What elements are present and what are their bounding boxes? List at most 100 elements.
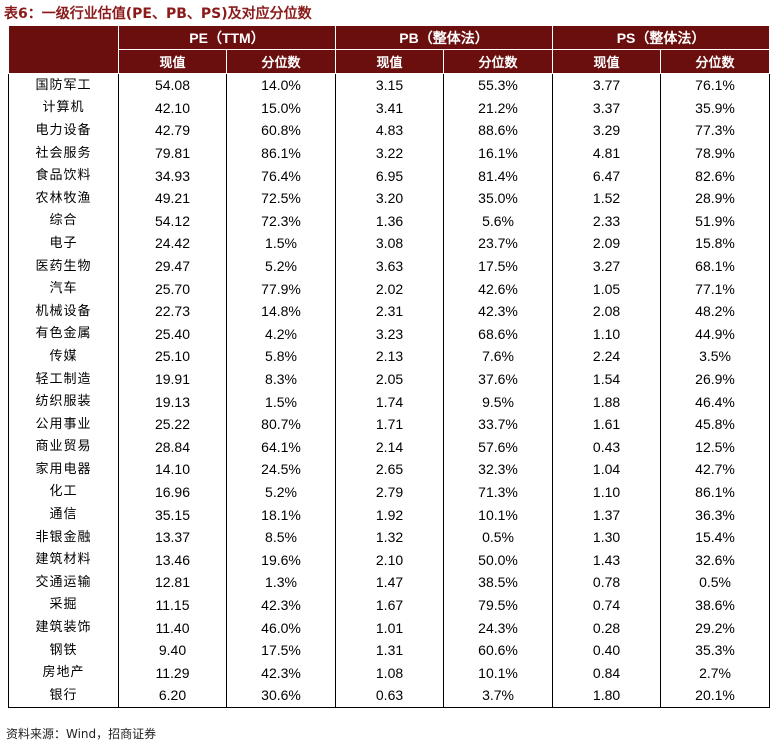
pe-percentile-cell: 18.1% <box>225 503 337 526</box>
pe-value-cell: 13.46 <box>118 548 227 572</box>
ps-value-cell: 4.81 <box>552 141 662 165</box>
ps-value-cell: 1.30 <box>552 525 662 549</box>
industry-name-cell: 汽车 <box>8 277 119 300</box>
pe-percentile-cell: 24.5% <box>225 458 337 481</box>
pb-value-cell: 1.32 <box>335 525 445 549</box>
industry-name-cell: 轻工制造 <box>8 367 119 391</box>
pb-percentile-cell: 32.3% <box>443 458 554 481</box>
ps-value-cell: 2.08 <box>552 299 662 323</box>
pe-value-cell: 49.21 <box>118 186 227 210</box>
table-row: 通信 35.15 18.1% 1.92 10.1% 1.37 36.3% <box>8 503 771 526</box>
industry-name-cell: 计算机 <box>8 96 119 120</box>
pe-value-cell: 14.10 <box>118 458 227 481</box>
ps-value-cell: 6.47 <box>552 164 662 187</box>
ps-percentile-cell: 42.7% <box>660 458 771 481</box>
pe-value-cell: 42.10 <box>118 96 227 120</box>
source-note: 资料来源：Wind，招商证券 <box>6 727 157 741</box>
pb-value-cell: 1.31 <box>335 638 445 662</box>
pb-value-cell: 2.14 <box>335 435 445 459</box>
ps-value-cell: 1.88 <box>552 390 662 413</box>
pe-percentile-cell: 5.2% <box>225 254 337 278</box>
pb-percentile-cell: 55.3% <box>443 73 554 97</box>
ps-value-cell: 0.40 <box>552 638 662 662</box>
pe-value-cell: 13.37 <box>118 525 227 549</box>
pe-percentile-cell: 42.3% <box>225 593 337 617</box>
pe-percentile-cell: 64.1% <box>225 435 337 459</box>
valuation-table: PE（TTM） PB（整体法） PS（整体法） 现值 分位数 现值 分位数 现值… <box>8 25 771 708</box>
header-pe-group: PE（TTM） <box>117 25 337 50</box>
header-sub-row: 现值 分位数 现值 分位数 现值 分位数 <box>9 49 771 74</box>
table-row: 电力设备 42.79 60.8% 4.83 88.6% 3.29 77.3% <box>8 119 771 142</box>
table-header: PE（TTM） PB（整体法） PS（整体法） 现值 分位数 现值 分位数 现值… <box>8 25 771 74</box>
pb-percentile-cell: 38.5% <box>443 571 554 594</box>
table-title: 表6：一级行业估值(PE、PB、PS)及对应分位数 <box>4 6 312 22</box>
pb-percentile-cell: 81.4% <box>443 164 554 187</box>
ps-value-cell: 1.54 <box>552 367 662 391</box>
ps-percentile-cell: 36.3% <box>660 503 771 526</box>
ps-percentile-cell: 29.2% <box>660 616 771 639</box>
ps-value-cell: 1.61 <box>552 412 662 436</box>
pb-value-cell: 3.22 <box>335 141 445 165</box>
pe-percentile-cell: 8.3% <box>225 367 337 391</box>
industry-name-cell: 建筑材料 <box>8 548 119 572</box>
industry-name-cell: 家用电器 <box>8 458 119 481</box>
ps-percentile-cell: 15.8% <box>660 232 771 255</box>
pb-percentile-cell: 42.6% <box>443 277 554 300</box>
header-ps-value: 现值 <box>552 49 662 74</box>
pb-value-cell: 1.36 <box>335 209 445 233</box>
pb-value-cell: 1.92 <box>335 503 445 526</box>
pe-percentile-cell: 72.5% <box>225 186 337 210</box>
ps-percentile-cell: 51.9% <box>660 209 771 233</box>
industry-name-cell: 医药生物 <box>8 254 119 278</box>
industry-name-cell: 非银金融 <box>8 525 119 549</box>
ps-value-cell: 3.77 <box>552 73 662 97</box>
ps-percentile-cell: 44.9% <box>660 322 771 346</box>
header-industry-cell <box>8 25 119 74</box>
header-pb-group: PB（整体法） <box>335 25 554 50</box>
pb-percentile-cell: 23.7% <box>443 232 554 255</box>
pb-value-cell: 6.95 <box>335 164 445 187</box>
ps-percentile-cell: 38.6% <box>660 593 771 617</box>
pb-value-cell: 3.63 <box>335 254 445 278</box>
ps-value-cell: 2.09 <box>552 232 662 255</box>
industry-name-cell: 有色金属 <box>8 322 119 346</box>
industry-name-cell: 采掘 <box>8 593 119 617</box>
pe-value-cell: 25.70 <box>118 277 227 300</box>
table-row: 轻工制造 19.91 8.3% 2.05 37.6% 1.54 26.9% <box>8 367 771 391</box>
pb-value-cell: 4.83 <box>335 119 445 142</box>
pb-percentile-cell: 37.6% <box>443 367 554 391</box>
table-row: 采掘 11.15 42.3% 1.67 79.5% 0.74 38.6% <box>8 593 771 617</box>
pe-value-cell: 34.93 <box>118 164 227 187</box>
table-body: 国防军工 54.08 14.0% 3.15 55.3% 3.77 76.1% 计算机 42.10… <box>8 73 771 708</box>
pb-value-cell: 1.71 <box>335 412 445 436</box>
pb-percentile-cell: 88.6% <box>443 119 554 142</box>
pe-value-cell: 42.79 <box>118 119 227 142</box>
ps-percentile-cell: 2.7% <box>660 661 771 685</box>
ps-percentile-cell: 78.9% <box>660 141 771 165</box>
pb-value-cell: 1.01 <box>335 616 445 639</box>
pe-percentile-cell: 46.0% <box>225 616 337 639</box>
pb-value-cell: 1.47 <box>335 571 445 594</box>
table-row: 家用电器 14.10 24.5% 2.65 32.3% 1.04 42.7% <box>8 458 771 481</box>
industry-name-cell: 公用事业 <box>8 412 119 436</box>
table-row: 汽车 25.70 77.9% 2.02 42.6% 1.05 77.1% <box>8 277 771 300</box>
ps-value-cell: 1.10 <box>552 480 662 504</box>
ps-percentile-cell: 3.5% <box>660 345 771 368</box>
industry-name-cell: 交通运输 <box>8 571 119 594</box>
pe-percentile-cell: 14.8% <box>225 299 337 323</box>
table-row: 交通运输 12.81 1.3% 1.47 38.5% 0.78 0.5% <box>8 571 771 594</box>
pb-value-cell: 1.08 <box>335 661 445 685</box>
header-pb-value: 现值 <box>335 49 445 74</box>
ps-percentile-cell: 35.9% <box>660 96 771 120</box>
table-row: 纺织服装 19.13 1.5% 1.74 9.5% 1.88 46.4% <box>8 390 771 413</box>
table-row: 医药生物 29.47 5.2% 3.63 17.5% 3.27 68.1% <box>8 254 771 278</box>
pb-percentile-cell: 7.6% <box>443 345 554 368</box>
pb-percentile-cell: 33.7% <box>443 412 554 436</box>
industry-name-cell: 银行 <box>8 684 119 708</box>
table-row: 房地产 11.29 42.3% 1.08 10.1% 0.84 2.7% <box>8 661 771 685</box>
ps-value-cell: 1.04 <box>552 458 662 481</box>
pe-value-cell: 11.15 <box>118 593 227 617</box>
pe-value-cell: 12.81 <box>118 571 227 594</box>
pb-value-cell: 3.15 <box>335 73 445 97</box>
pe-value-cell: 6.20 <box>118 684 227 708</box>
